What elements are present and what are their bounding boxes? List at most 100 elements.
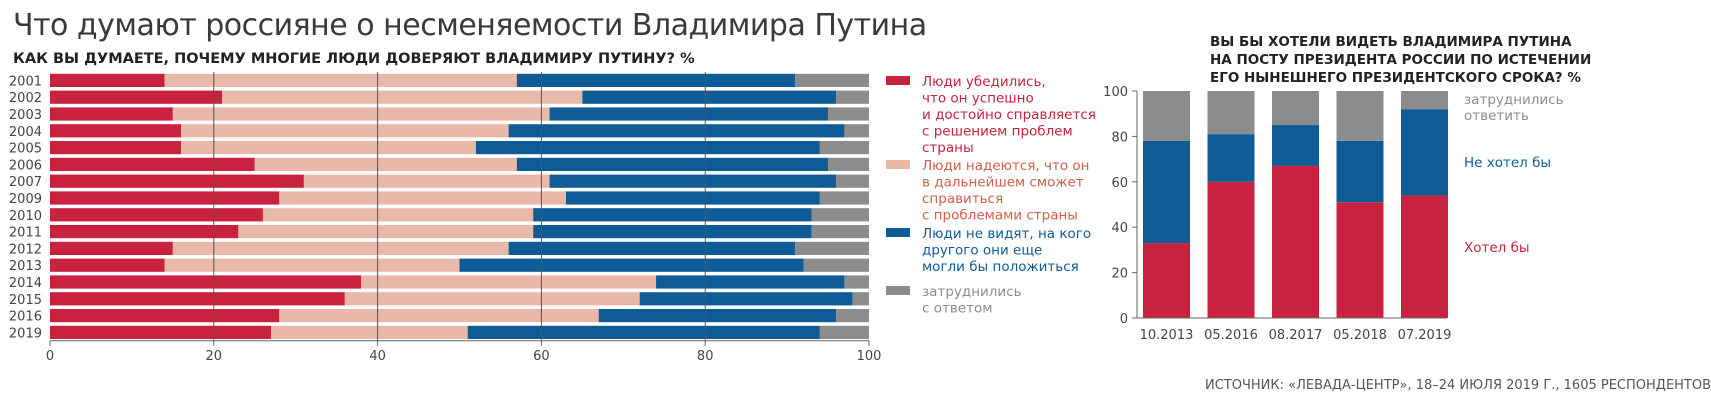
bar-2002-series-1 (50, 90, 222, 104)
x-tick-label-05-2018: 05.2018 (1333, 328, 1387, 343)
legend-label-затруднились-ответить-line-2: ответить (1464, 108, 1529, 124)
bar-2003-series-4 (828, 107, 869, 121)
bar-07-2019-series-2 (1401, 109, 1448, 196)
bar-2011-series-3 (533, 225, 812, 239)
legend-label-1-line-2: что он успешно (922, 91, 1034, 107)
right-chart-title-line: ЕГО НЫНЕШНЕГО ПРЕЗИДЕНТСКОГО СРОКА? % (1210, 70, 1581, 86)
bar-2014-series-2 (361, 275, 657, 289)
bar-2009-series-1 (50, 191, 280, 205)
legend-swatch-2 (886, 160, 910, 169)
legend-label-не-хотел-бы-line-1: Не хотел бы (1464, 155, 1551, 171)
bar-2014-series-1 (50, 275, 362, 289)
legend-label-1-line-3: и достойно справляется (922, 107, 1096, 123)
bar-2003-series-1 (50, 107, 173, 121)
bar-2019-series-1 (50, 325, 272, 339)
bar-2011-series-2 (238, 225, 534, 239)
bar-10-2013-series-1 (1143, 243, 1190, 318)
bar-2015-series-2 (344, 292, 640, 306)
bar-2013-series-1 (50, 258, 165, 272)
bar-2012-series-1 (50, 241, 173, 255)
legend-label-4-line-1: затруднились (922, 284, 1022, 300)
x-tick-label-08-2017: 08.2017 (1269, 328, 1323, 343)
legend-label-затруднились-ответить-line-1: затруднились (1464, 92, 1564, 108)
right-chart-title: ВЫ БЫ ХОТЕЛИ ВИДЕТЬ ВЛАДИМИРА ПУТИНА НА … (1210, 33, 1591, 87)
x-tick-label-60: 60 (533, 349, 550, 364)
bar-2016-series-2 (279, 309, 599, 323)
legend-label-1-line-1: Люди убедились, (922, 74, 1046, 90)
x-tick-label-10-2013: 10.2013 (1140, 328, 1194, 343)
bar-2009-series-3 (565, 191, 820, 205)
bar-2004-series-2 (181, 124, 509, 138)
bar-2009-series-4 (819, 191, 869, 205)
x-tick-label-80: 80 (697, 349, 714, 364)
bar-07-2019-series-3 (1401, 91, 1448, 110)
y-tick-label-2003: 2003 (9, 108, 42, 123)
bar-2015-series-1 (50, 292, 345, 306)
bar-2007-series-2 (303, 174, 550, 188)
bar-2006-series-3 (516, 157, 829, 171)
y-tick-label-2006: 2006 (9, 158, 42, 173)
bar-2011-series-1 (50, 225, 239, 239)
bar-2016-series-3 (598, 309, 837, 323)
legend-swatch-1 (886, 76, 910, 85)
y-tick-label-2011: 2011 (9, 226, 42, 241)
bar-08-2017-series-2 (1272, 125, 1319, 166)
bar-2013-series-2 (164, 258, 460, 272)
legend-swatch-4 (886, 286, 910, 295)
y-tick-label-2007: 2007 (9, 175, 42, 190)
bar-2004-series-3 (508, 124, 845, 138)
legend-label-2-line-2: в дальнейшем сможет (922, 175, 1084, 191)
bar-05-2018-series-2 (1336, 140, 1384, 203)
bar-2012-series-4 (795, 241, 869, 255)
bar-2006-series-4 (828, 157, 869, 171)
bar-2012-series-3 (508, 241, 796, 255)
bar-2009-series-2 (279, 191, 566, 205)
y-tick-label-2010: 2010 (9, 209, 42, 224)
y-tick-label-2002: 2002 (9, 91, 42, 106)
legend-label-4-line-2: с ответом (922, 301, 992, 317)
source-note: ИСТОЧНИК: «ЛЕВАДА-ЦЕНТР», 18–24 ИЮЛЯ 201… (1205, 378, 1711, 393)
bar-2019-series-2 (271, 325, 468, 339)
bar-2001-series-4 (795, 73, 869, 87)
legend-label-2-line-1: Люди надеются, что он (922, 158, 1089, 174)
y-tick-label-2009: 2009 (9, 192, 42, 207)
page-title: Что думают россияне о несменяемости Влад… (13, 8, 927, 43)
bar-2010-series-4 (811, 208, 869, 222)
legend-swatch-3 (886, 228, 910, 237)
x-tick-label-05-2016: 05.2016 (1204, 328, 1258, 343)
y-tick-label-40: 40 (1111, 221, 1128, 236)
bar-2012-series-2 (172, 241, 509, 255)
bar-2016-series-4 (836, 309, 869, 323)
y-tick-label-2012: 2012 (9, 242, 42, 257)
bar-05-2018-series-3 (1336, 91, 1384, 141)
y-tick-label-2014: 2014 (9, 276, 42, 291)
bar-05-2016-series-1 (1207, 181, 1255, 318)
bar-07-2019-series-1 (1401, 195, 1448, 318)
y-tick-label-2015: 2015 (9, 293, 42, 308)
y-tick-label-2019: 2019 (9, 326, 42, 341)
bar-2016-series-1 (50, 309, 280, 323)
bar-05-2016-series-2 (1207, 134, 1255, 182)
right-chart: 0 20 40 60 80 100 10.2013 05.2016 08.2017 05.2018… (1103, 85, 1451, 343)
bar-2002-series-3 (582, 90, 837, 104)
bar-2006-series-2 (254, 157, 517, 171)
bar-2010-series-2 (262, 208, 534, 222)
bar-2005-series-1 (50, 141, 182, 155)
bar-2011-series-4 (811, 225, 869, 239)
bar-2005-series-4 (819, 141, 869, 155)
y-tick-label-2016: 2016 (9, 310, 42, 325)
y-tick-label-80: 80 (1111, 130, 1128, 145)
left-chart-title: КАК ВЫ ДУМАЕТЕ, ПОЧЕМУ МНОГИЕ ЛЮДИ ДОВЕР… (13, 51, 695, 67)
x-tick-label-07-2019: 07.2019 (1398, 328, 1452, 343)
bar-2002-series-2 (221, 90, 583, 104)
bar-2004-series-4 (844, 124, 869, 138)
y-tick-label-2004: 2004 (9, 125, 42, 140)
bar-2007-series-3 (549, 174, 837, 188)
legend-label-2-line-4: с проблемами страны (922, 208, 1078, 224)
bar-2013-series-3 (459, 258, 804, 272)
legend-label-хотел-бы-line-1: Хотел бы (1464, 240, 1530, 256)
